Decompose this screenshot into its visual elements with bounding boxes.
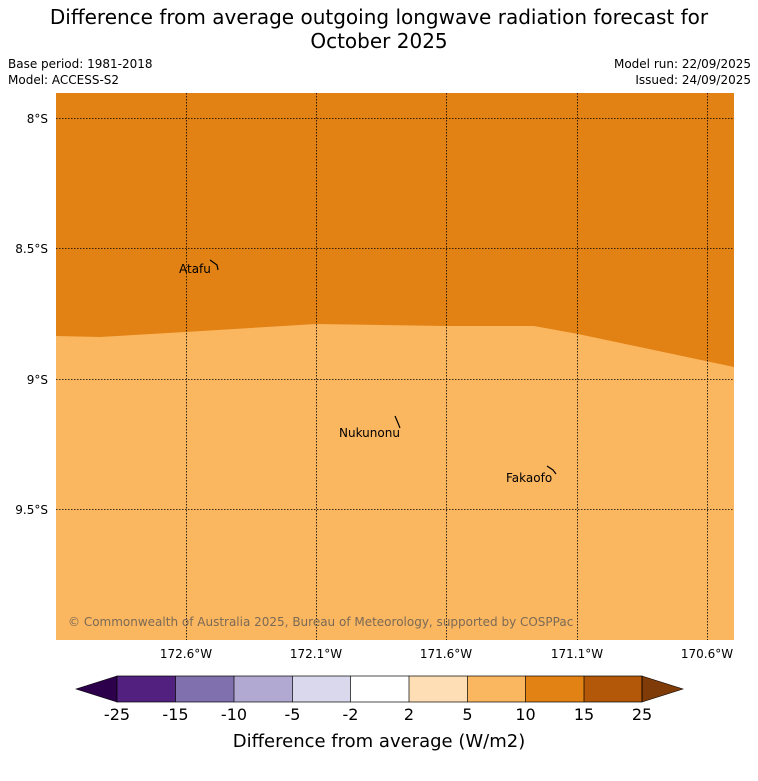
model-run: Model run: 22/09/2025 [613,57,751,71]
colorbar-tick-10: 25 [632,705,652,724]
place-label-fakaofo: Fakaofo [506,471,552,485]
colorbar-tick-3: -10 [221,705,247,724]
base-period: Base period: 1981-2018 [8,57,153,71]
colorbar-tick-1: -25 [104,705,130,724]
model-name: Model: ACCESS-S2 [8,73,120,87]
colorbar-tick-8: 10 [515,705,535,724]
colorbar-bin-6 [409,676,468,702]
colorbar-over-arrow [641,675,684,703]
lon-label-170-6: 170.6°W [681,647,733,661]
colorbar-under-arrow [75,675,118,703]
colorbar-tick-5: -2 [343,705,359,724]
colorbar-tick-6: 2 [404,705,414,724]
atoll-atafu-shape [209,259,219,271]
map-title: Difference from average outgoing longwav… [0,5,758,53]
place-label-nukunonu: Nukunonu [339,426,400,440]
colorbar-bin-3 [234,676,293,702]
lon-label-172-6: 172.6°W [160,647,212,661]
colorbar-bin-7 [467,676,526,702]
meta-right: Model run: 22/09/2025 Issued: 24/09/2025 [614,56,751,88]
colorbar-bin-9 [584,676,642,702]
colorbar-tick-7: 5 [462,705,472,724]
lat-label-9: 9°S [27,373,48,387]
colorbar-tick-2: -15 [162,705,188,724]
place-label-atafu: Atafu [179,262,211,276]
colorbar-outline [116,675,643,703]
colorbar-bin-2 [175,676,234,702]
issued-date: Issued: 24/09/2025 [635,73,751,87]
graticule [56,93,734,640]
lat-label-8-5: 8.5°S [15,242,48,256]
colorbar-bin-1 [117,676,176,702]
copyright-notice: © Commonwealth of Australia 2025, Bureau… [68,615,573,629]
colorbar-label: Difference from average (W/m2) [233,731,525,752]
colorbar: -25 -15 -10 -5 -2 2 5 10 15 25 Differenc… [75,675,684,752]
colorbar-dividers [116,675,643,703]
colorbar-bin-4 [292,676,351,702]
atoll-fakaofo-shape [546,465,557,475]
atoll-nukunonu-shape [394,415,401,429]
lon-label-171-1: 171.1°W [551,647,603,661]
title-line-1: Difference from average outgoing longwav… [49,5,709,29]
lat-label-9-5: 9.5°S [15,503,48,517]
title-line-2: October 2025 [310,29,448,53]
colorbar-bin-8 [525,676,584,702]
meta-left: Base period: 1981-2018 Model: ACCESS-S2 [8,56,153,88]
region-lower [56,324,734,640]
lon-label-171-6: 171.6°W [420,647,472,661]
lat-label-8: 8°S [27,112,48,126]
colorbar-tick-9: 15 [574,705,594,724]
colorbar-bin-5 [350,676,409,702]
colorbar-tick-4: -5 [285,705,301,724]
lon-label-172-1: 172.1°W [290,647,342,661]
